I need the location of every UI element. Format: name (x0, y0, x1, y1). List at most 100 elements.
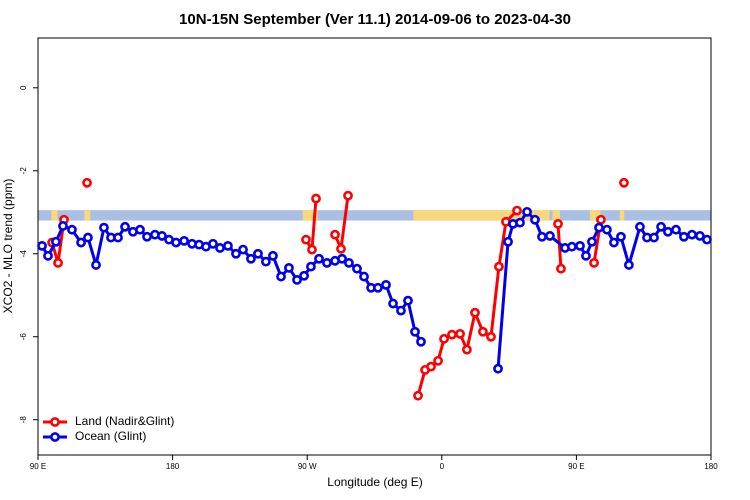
land-band (302, 210, 318, 221)
data-point (306, 261, 316, 272)
series-line (556, 223, 563, 269)
data-point (373, 282, 383, 293)
x-tick-label: 0 (440, 462, 445, 471)
data-point (268, 250, 278, 261)
data-point (113, 232, 123, 243)
data-point (530, 214, 540, 225)
data-point (299, 270, 309, 281)
data-point (208, 238, 218, 249)
data-point (512, 205, 522, 216)
data-point (537, 231, 547, 242)
series-line (496, 209, 708, 369)
data-point (142, 231, 152, 242)
data-point (687, 229, 697, 240)
x-tick-label: 90 E (30, 462, 46, 471)
data-point (135, 224, 145, 235)
data-point (58, 221, 68, 231)
data-point (545, 231, 555, 241)
data-point (594, 222, 604, 233)
data-point (462, 344, 472, 355)
y-tick-label: -4 (19, 250, 28, 258)
data-point (567, 241, 577, 252)
data-point (314, 253, 324, 264)
ocean-band (38, 210, 711, 221)
data-point (284, 262, 294, 273)
data-point (522, 206, 532, 217)
x-tick-label: 180 (704, 462, 718, 471)
data-point (238, 244, 248, 255)
plot-frame (37, 37, 712, 456)
data-point (426, 361, 436, 372)
data-point (494, 261, 504, 272)
series-line (40, 223, 423, 343)
data-point (253, 248, 263, 259)
x-tick-label: 90 W (298, 462, 317, 471)
legend-label: Land (Nadir&Glint) (75, 414, 174, 428)
data-point (261, 256, 271, 267)
data-point (671, 224, 681, 235)
data-point (344, 257, 354, 268)
data-point (51, 236, 61, 247)
land-band (589, 210, 601, 221)
data-point (120, 221, 130, 232)
data-point (602, 224, 612, 235)
data-point (99, 222, 109, 233)
data-point (388, 298, 398, 309)
data-point (83, 232, 93, 243)
data-point (493, 363, 503, 374)
data-point (396, 305, 406, 316)
data-point (447, 329, 457, 340)
data-point (53, 257, 63, 268)
data-point (416, 336, 426, 347)
land-band (413, 210, 550, 221)
data-point (37, 240, 47, 251)
data-point (322, 257, 332, 268)
data-point (587, 236, 597, 247)
data-point (433, 355, 443, 366)
data-point (403, 295, 413, 306)
data-point (307, 244, 317, 255)
data-point (67, 224, 77, 235)
data-point (470, 307, 480, 318)
data-point (231, 248, 241, 259)
data-point (76, 237, 86, 248)
chart-title: 10N-15N September (Ver 11.1) 2014-09-06 … (179, 11, 571, 28)
data-point (359, 271, 369, 282)
data-point (352, 263, 362, 274)
data-point (589, 257, 599, 268)
data-point (223, 240, 233, 251)
data-point (157, 231, 167, 241)
data-point (486, 331, 496, 342)
data-point (515, 217, 525, 228)
data-point (439, 333, 449, 344)
legend-label: Ocean (Glint) (75, 429, 146, 443)
data-point (330, 229, 340, 240)
data-point (455, 328, 465, 339)
data-point (619, 177, 629, 188)
data-point (581, 250, 591, 261)
data-point (553, 218, 563, 229)
data-point (663, 226, 673, 237)
x-tick-label: 180 (166, 462, 180, 471)
data-point (343, 190, 353, 201)
legend-marker (50, 417, 60, 427)
y-tick-label: -8 (19, 416, 28, 424)
land-band (552, 210, 560, 221)
land-band (619, 210, 625, 221)
y-tick-label: -6 (19, 333, 28, 341)
data-point (381, 279, 391, 290)
data-point (635, 221, 645, 232)
x-tick-label: 90 E (568, 462, 584, 471)
data-point (556, 263, 566, 274)
data-point (292, 275, 302, 285)
data-point (609, 237, 619, 248)
data-point (179, 235, 190, 246)
y-axis-label: XCO2 - MLO trend (ppm) (1, 179, 15, 314)
data-point (478, 326, 488, 337)
data-point (656, 221, 666, 232)
data-point (337, 253, 347, 264)
data-point (215, 243, 225, 253)
data-point (623, 260, 634, 270)
